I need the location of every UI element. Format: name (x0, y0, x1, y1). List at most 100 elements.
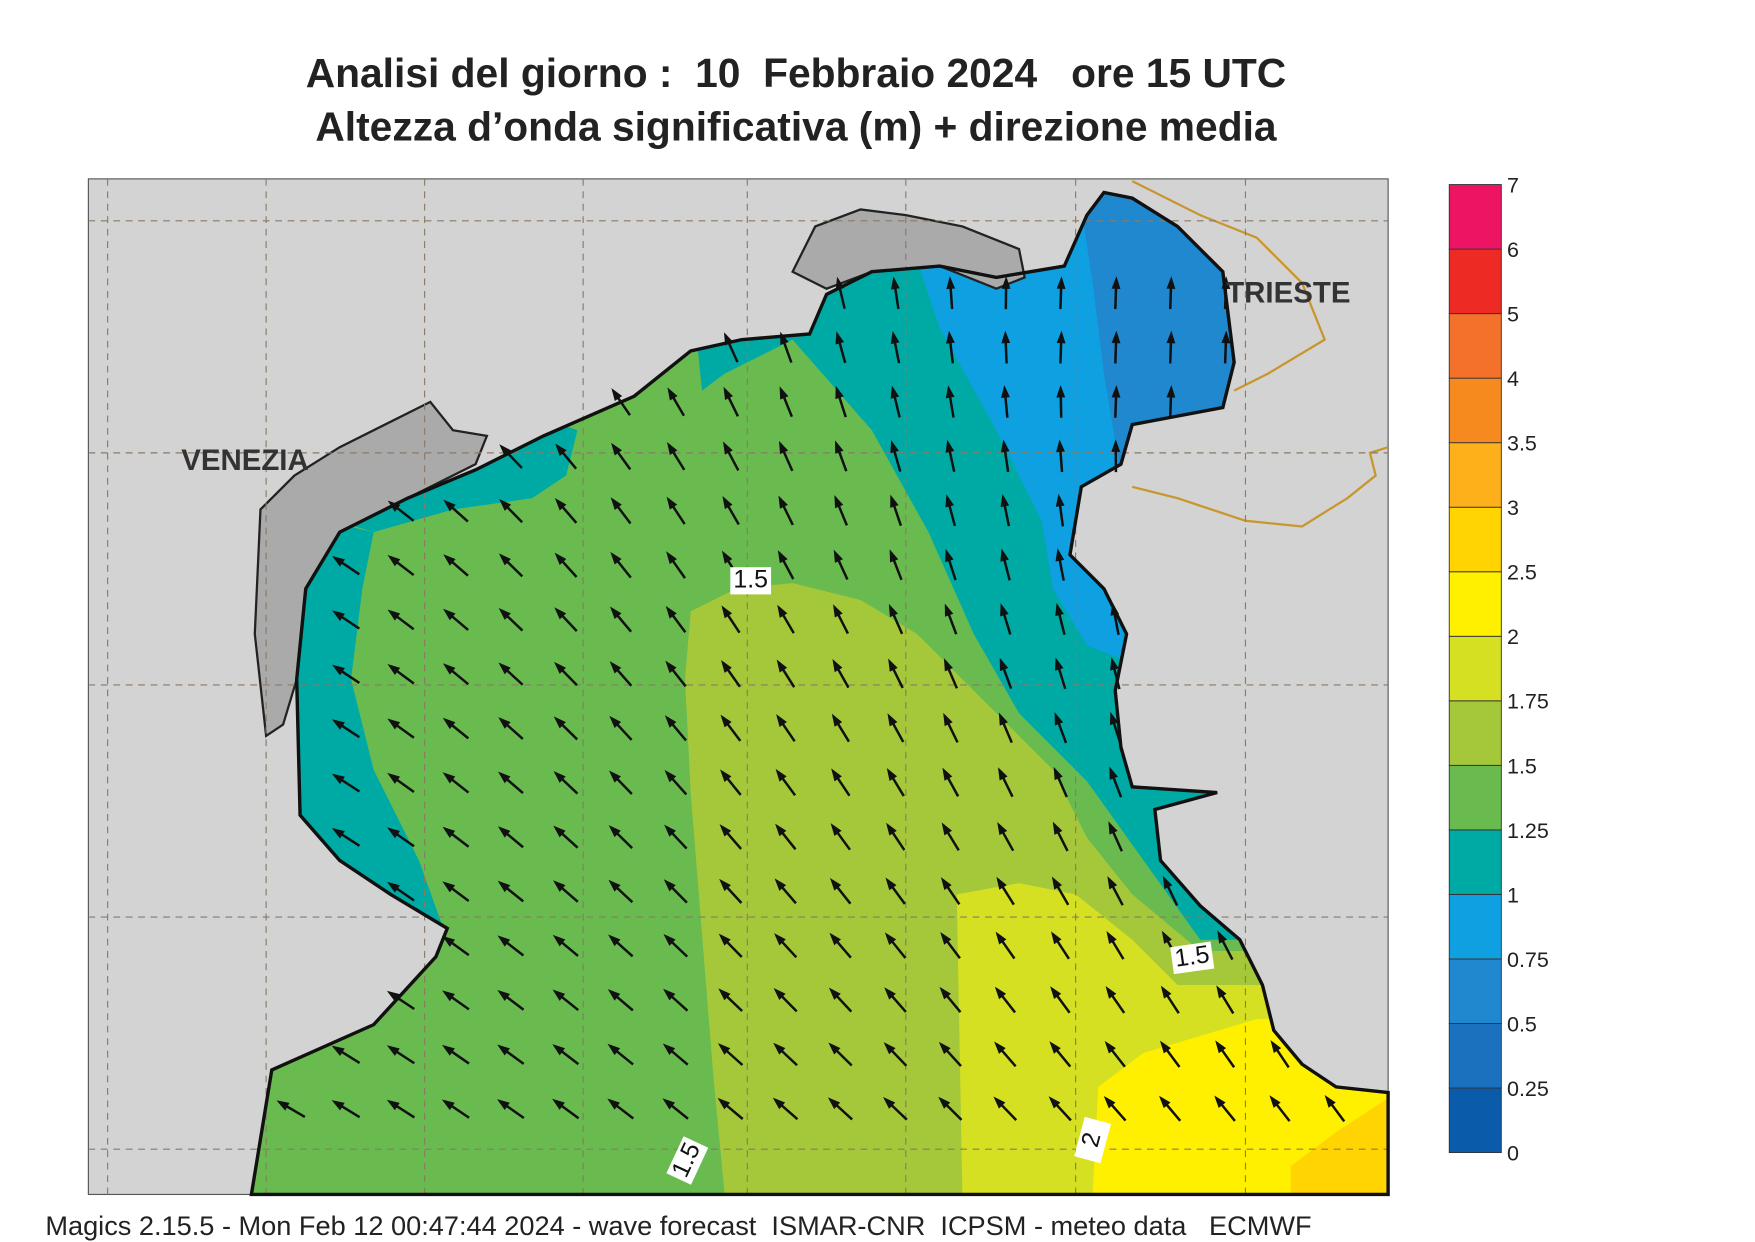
colorbar-tick-label: 5 (1507, 303, 1519, 327)
arrow-head (999, 657, 1009, 672)
arrow-head (994, 1041, 1006, 1054)
arrow-head (1110, 602, 1120, 616)
arrow-head (1159, 1040, 1171, 1054)
arrow-head (554, 661, 567, 674)
arrow-head (666, 551, 677, 565)
arrow-head (946, 276, 956, 290)
arrow-head (1214, 1095, 1226, 1109)
arrow-head (944, 603, 954, 617)
colorbar: 0 0.25 0.5 0.75 1 1.25 1.5 1.75 2 2.5 3 3.5 4 5 6 7 (1448, 173, 1549, 1165)
arrow-head (946, 330, 955, 344)
arrow-head (720, 714, 732, 728)
arrow-head (497, 826, 511, 838)
arrow-head (497, 880, 511, 893)
arrow-head (1159, 1095, 1171, 1109)
arrow-head (499, 444, 512, 457)
arrow-head (719, 878, 731, 892)
arrow-head (663, 988, 676, 1001)
arrow-head (723, 386, 733, 401)
arrow-head (1111, 439, 1121, 452)
colorbar-tick-label: 0.5 (1507, 1012, 1537, 1036)
arrow-head (1055, 548, 1065, 562)
arrow-head (1000, 439, 1010, 453)
arrow-head (443, 499, 456, 512)
arrow-head (607, 1043, 621, 1056)
arrow-head (442, 881, 456, 893)
arrow-head (611, 388, 623, 401)
arrow-head (331, 773, 345, 785)
arrow-head (386, 1045, 400, 1056)
arrow-head (499, 498, 512, 511)
arrow-head (332, 555, 345, 567)
contour-label-box (1074, 1116, 1112, 1164)
arrow-head (552, 989, 566, 1001)
arrow-head (609, 606, 622, 620)
arrow-head (884, 987, 896, 1000)
arrow-head (884, 932, 897, 945)
arrow-head (1111, 384, 1121, 398)
arrow-head (665, 660, 677, 674)
colorbar-band (1448, 700, 1502, 766)
arrow-head (942, 767, 953, 781)
colorbar-tick-label: 0.75 (1507, 948, 1549, 972)
arrow-head (995, 931, 1007, 945)
arrow-head (441, 1099, 455, 1111)
arrow-head (835, 385, 844, 400)
arrow-head (498, 607, 511, 620)
arrow-head (387, 555, 401, 567)
arrow-head (720, 769, 732, 782)
colorbar-band (1448, 958, 1502, 1024)
arrow-head (1107, 876, 1118, 890)
arrow-head (883, 1042, 896, 1055)
arrow-head (1110, 657, 1119, 671)
arrow-head (332, 610, 345, 622)
arrow-head (939, 986, 951, 1000)
arrow-head (663, 879, 676, 892)
colorbar-band (1448, 506, 1502, 573)
arrow-head (1054, 712, 1064, 726)
arrow-head (609, 715, 622, 729)
arrow-head (1103, 1095, 1116, 1109)
arrow-head (497, 935, 511, 947)
arrow-head (888, 603, 899, 618)
arrow-head (831, 768, 842, 782)
land (253, 180, 1389, 738)
arrow-head (1104, 1040, 1116, 1054)
colorbar-band (1448, 571, 1502, 637)
arrow-head (1051, 876, 1062, 890)
colorbar-tick-label: 0 (1507, 1141, 1519, 1165)
arrow-head (717, 1043, 731, 1055)
arrow-head (831, 713, 843, 727)
arrow-head (553, 880, 566, 892)
contour-label-group: 1.5 (1170, 940, 1215, 975)
arrow-head (1056, 384, 1066, 398)
arrow-head (883, 1097, 896, 1109)
subtitle: Altezza d’onda significativa (m) + direz… (315, 103, 1277, 149)
arrow-head (664, 715, 677, 728)
arrow-head (331, 1100, 345, 1111)
arrow-head (662, 1043, 676, 1055)
arrow-head (775, 823, 787, 837)
arrow-head (941, 822, 952, 836)
contour-labels: 1.51.51.5 2 (666, 565, 1215, 1185)
arrow-head (721, 605, 733, 619)
arrow-head (498, 553, 511, 566)
arrow-head (443, 554, 456, 566)
colorbar-tick-label: 3 (1507, 496, 1519, 520)
arrow-head (828, 987, 841, 1000)
arrow-head (777, 550, 788, 564)
arrow-head (331, 664, 345, 676)
arrow-head (1269, 1095, 1281, 1108)
colorbar-tick-label: 3.5 (1507, 432, 1537, 456)
arrow-head (498, 662, 511, 675)
colorbar-band (1448, 1087, 1502, 1154)
arrow-head (609, 661, 622, 674)
colorbar-band (1448, 248, 1502, 315)
arrow-head (1001, 385, 1010, 398)
contour-label-box (666, 1136, 709, 1185)
arrow-head (442, 717, 456, 730)
arrow-head (555, 443, 567, 456)
arrow-head (998, 767, 1008, 781)
arrow-head (1111, 276, 1121, 289)
contour-label: 1.5 (1173, 940, 1211, 973)
